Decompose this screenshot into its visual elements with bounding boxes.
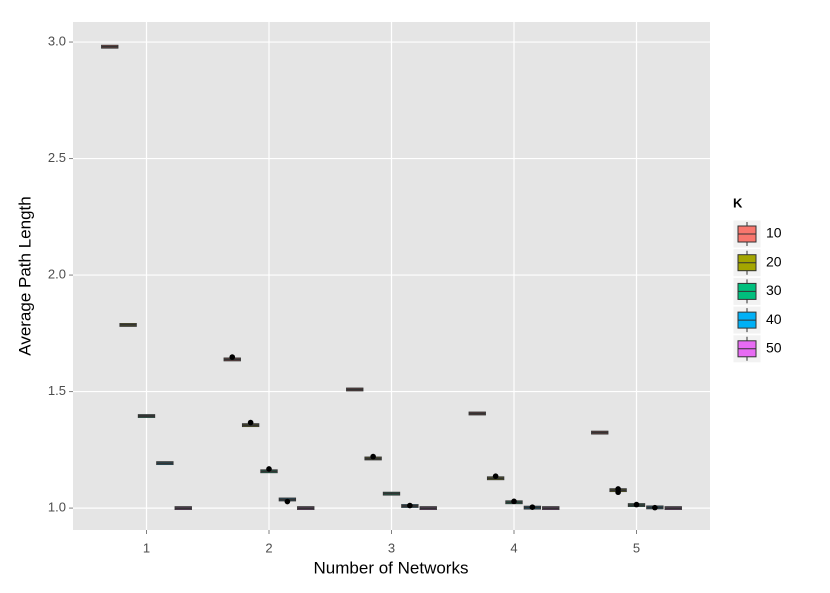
y-axis-title: Average Path Length — [15, 196, 34, 355]
outlier — [633, 501, 640, 508]
x-tick-label: 3 — [388, 540, 395, 555]
y-tick-label: 3.0 — [48, 33, 66, 48]
x-axis-title: Number of Networks — [314, 558, 469, 577]
outlier — [511, 498, 517, 505]
outlier — [266, 466, 272, 472]
y-tick-label: 1.5 — [48, 383, 66, 398]
outlier — [229, 354, 236, 360]
outlier — [247, 419, 254, 426]
legend-label: 10 — [766, 225, 782, 241]
legend-label: 50 — [766, 340, 782, 356]
y-tick-label: 1.0 — [48, 500, 66, 515]
y-tick-label: 2.0 — [48, 267, 66, 282]
x-tick-label: 1 — [143, 540, 150, 555]
outlier — [652, 504, 658, 511]
outlier — [615, 489, 621, 496]
x-tick-label: 4 — [510, 540, 517, 555]
legend-label: 30 — [766, 282, 782, 298]
outlier — [370, 453, 376, 460]
legend-title: K — [733, 195, 743, 210]
x-tick-label: 5 — [633, 540, 640, 555]
outlier — [284, 498, 291, 505]
outlier — [529, 504, 536, 510]
y-tick-label: 2.5 — [48, 150, 66, 165]
outlier — [492, 473, 499, 479]
legend-label: 40 — [766, 311, 782, 327]
x-tick-label: 2 — [265, 540, 272, 555]
legend-label: 20 — [766, 253, 782, 269]
outlier — [407, 502, 413, 509]
